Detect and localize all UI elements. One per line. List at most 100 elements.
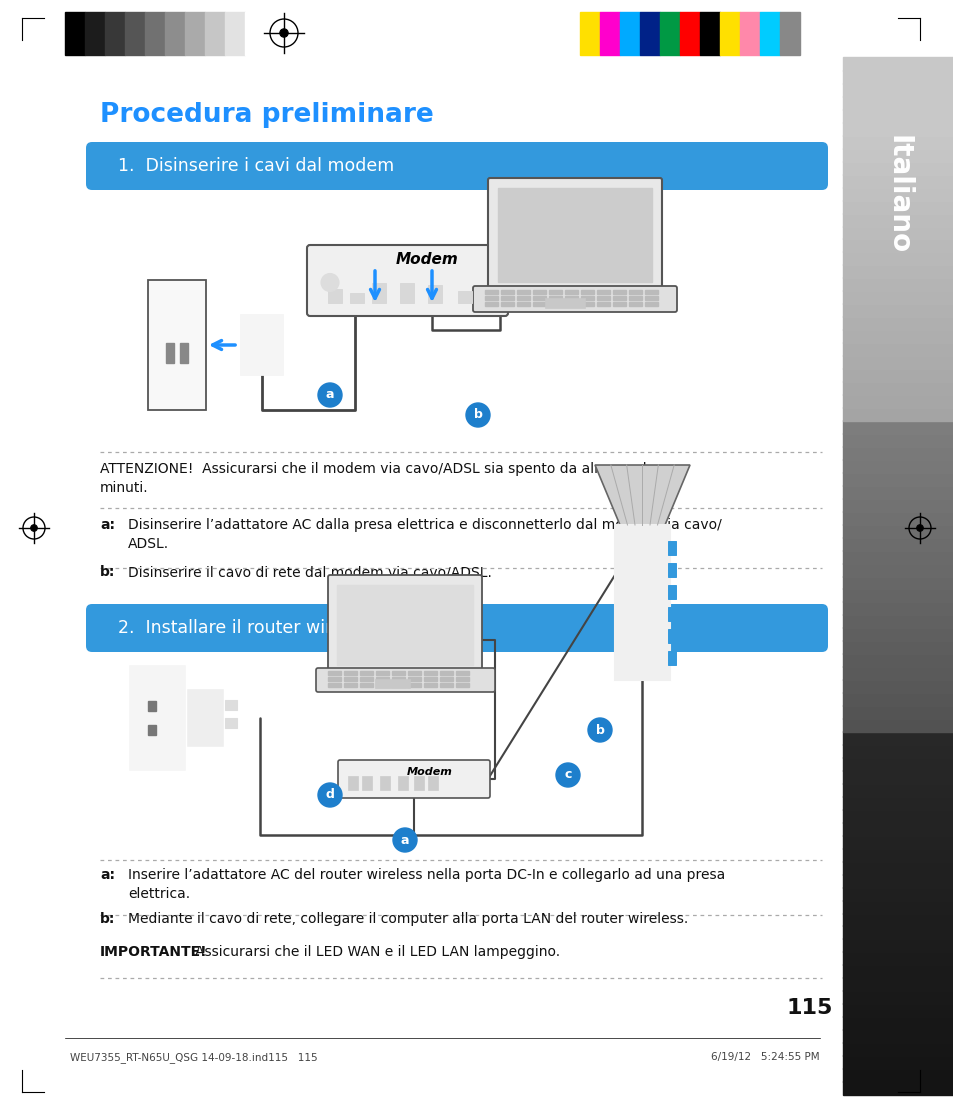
Bar — [344, 683, 356, 687]
Bar — [548, 302, 561, 306]
Bar — [679, 12, 700, 56]
Text: Mediante il cavo di rete, collegare il computer alla porta LAN del router wirele: Mediante il cavo di rete, collegare il c… — [128, 912, 687, 926]
Bar — [842, 965, 953, 978]
Bar — [439, 677, 453, 682]
Bar — [842, 239, 953, 252]
Bar — [842, 602, 953, 615]
Bar — [428, 285, 441, 303]
Text: a: a — [400, 834, 409, 847]
Text: a:: a: — [100, 868, 115, 882]
Bar — [842, 951, 953, 966]
Text: 115: 115 — [786, 998, 832, 1018]
Circle shape — [587, 718, 612, 741]
Bar — [125, 12, 145, 56]
Bar — [344, 677, 356, 682]
Bar — [166, 343, 173, 363]
Circle shape — [916, 525, 923, 532]
FancyBboxPatch shape — [328, 575, 481, 674]
Bar — [328, 683, 340, 687]
Bar — [456, 672, 469, 675]
Bar — [517, 296, 530, 300]
Bar — [130, 666, 185, 770]
Bar — [145, 12, 165, 56]
Bar — [613, 296, 625, 300]
Bar — [639, 12, 659, 56]
Bar — [842, 912, 953, 927]
Bar — [457, 291, 472, 303]
Bar — [328, 672, 340, 675]
Bar — [344, 672, 356, 675]
Bar — [348, 776, 357, 790]
Bar — [842, 57, 953, 71]
Bar — [842, 977, 953, 991]
Bar — [842, 679, 953, 693]
Bar — [842, 134, 953, 149]
Bar — [842, 1029, 953, 1043]
Text: b:: b: — [100, 565, 115, 579]
Text: b: b — [473, 408, 482, 422]
Bar — [644, 290, 658, 294]
Bar — [842, 369, 953, 382]
Bar — [700, 12, 720, 56]
Bar — [842, 225, 953, 240]
Bar — [484, 290, 497, 294]
Bar — [439, 683, 453, 687]
Bar — [188, 690, 223, 746]
Bar — [842, 563, 953, 576]
Text: 2.  Installare il router wireless.: 2. Installare il router wireless. — [118, 619, 382, 637]
Text: d: d — [325, 788, 335, 801]
Bar — [359, 683, 373, 687]
Bar — [500, 302, 514, 306]
Bar — [580, 296, 594, 300]
Bar — [392, 683, 405, 687]
Bar — [375, 683, 389, 687]
Bar — [408, 683, 420, 687]
Bar — [842, 394, 953, 408]
Text: Italiano: Italiano — [884, 135, 912, 254]
Bar — [842, 381, 953, 395]
Bar — [548, 290, 561, 294]
Polygon shape — [148, 280, 206, 410]
Bar — [517, 302, 530, 306]
Bar — [842, 161, 953, 174]
Bar — [615, 525, 669, 680]
Bar — [842, 693, 953, 706]
Bar — [842, 796, 953, 810]
Bar — [842, 95, 953, 110]
Text: Inserire l’adattatore AC del router wireless nella porta DC-In e collegarlo ad u: Inserire l’adattatore AC del router wire… — [128, 868, 724, 901]
Bar — [842, 109, 953, 123]
Bar — [423, 683, 436, 687]
Bar — [564, 290, 578, 294]
Bar — [517, 290, 530, 294]
Bar — [328, 289, 341, 303]
Bar — [359, 677, 373, 682]
Bar — [842, 821, 953, 836]
Bar — [423, 677, 436, 682]
Polygon shape — [595, 465, 689, 525]
Bar — [105, 12, 125, 56]
Text: 6/19/12   5:24:55 PM: 6/19/12 5:24:55 PM — [711, 1052, 820, 1062]
Bar — [597, 290, 609, 294]
Bar — [659, 12, 679, 56]
Bar — [842, 899, 953, 914]
Bar — [350, 293, 364, 303]
Bar — [392, 672, 405, 675]
Bar — [392, 677, 405, 682]
Text: b: b — [595, 724, 604, 737]
Bar — [428, 776, 437, 790]
Bar — [842, 848, 953, 861]
Bar — [842, 316, 953, 330]
Text: c: c — [564, 768, 571, 781]
Bar — [842, 173, 953, 188]
Bar — [423, 672, 436, 675]
Bar — [842, 122, 953, 135]
Bar — [225, 718, 236, 728]
Bar — [85, 12, 105, 56]
Bar — [375, 679, 410, 688]
Text: Disinserire il cavo di rete dal modem via cavo/ADSL.: Disinserire il cavo di rete dal modem vi… — [128, 565, 492, 579]
Bar — [842, 278, 953, 291]
Bar — [842, 433, 953, 447]
Bar — [842, 446, 953, 460]
Text: b:: b: — [100, 912, 115, 926]
Bar — [533, 290, 545, 294]
